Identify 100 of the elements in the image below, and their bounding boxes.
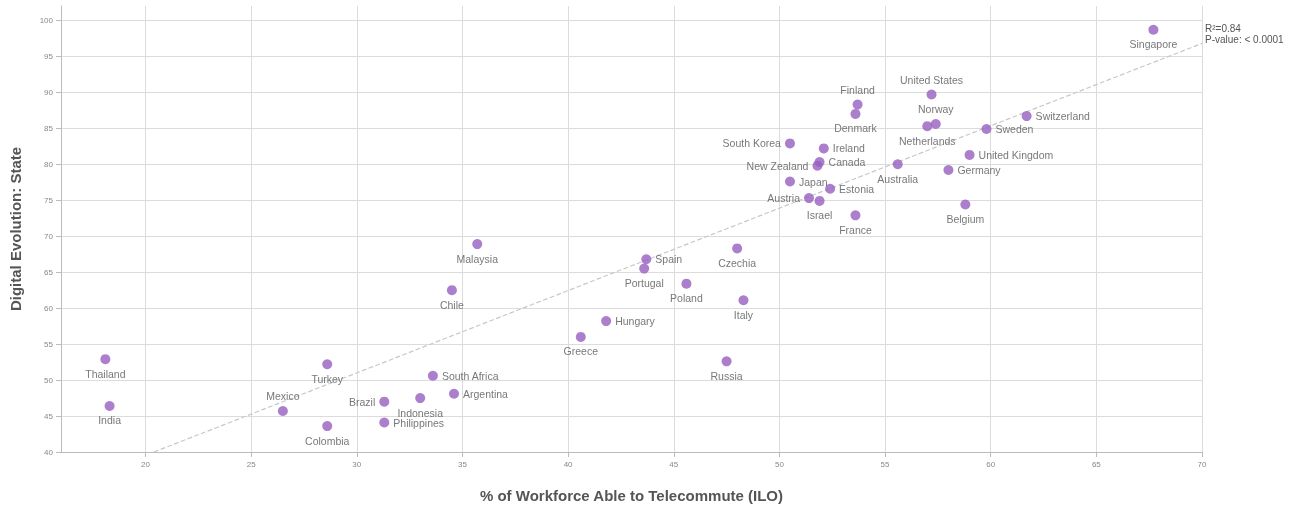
data-label: Chile (439, 298, 465, 311)
y-tick-label: 50 (44, 375, 54, 385)
point (818, 143, 829, 154)
point (322, 359, 333, 370)
y-tick-label: 95 (44, 51, 54, 61)
x-axis-title: % of Workforce Able to Telecommute (ILO) (479, 487, 784, 504)
y-tick-label: 65 (44, 267, 54, 277)
point (379, 417, 390, 428)
point (277, 406, 288, 416)
point (575, 331, 586, 342)
point (732, 243, 743, 254)
point (1021, 111, 1032, 122)
data-label: Poland (670, 292, 703, 305)
point (852, 99, 863, 110)
x-tick-label: 60 (986, 459, 996, 469)
point (825, 183, 836, 194)
point (379, 396, 390, 407)
x-tick-label: 40 (563, 459, 574, 469)
data-label: Ireland (832, 142, 866, 155)
data-label: Canada (828, 156, 866, 169)
data-label: United States (900, 73, 964, 86)
y-tick-label: 70 (44, 231, 54, 241)
data-label: France (839, 223, 872, 236)
data-label: Italy (733, 308, 754, 321)
annotation: P-value: < 0.0001 (1205, 33, 1285, 45)
data-label: Sweden (995, 123, 1034, 136)
point (427, 370, 438, 381)
data-label: Spain (655, 253, 683, 266)
data-label: Netherlands (899, 134, 956, 147)
annotation: R²=0.84 (1205, 22, 1242, 34)
y-tick-label: 75 (44, 195, 54, 205)
data-label: Thailand (85, 367, 126, 380)
data-label: Germany (957, 164, 1002, 177)
point (964, 149, 975, 160)
y-tick-label: 85 (44, 123, 54, 133)
point (892, 159, 903, 170)
point (449, 388, 460, 399)
x-tick-label: 55 (880, 459, 891, 469)
data-label: Switzerland (1035, 110, 1091, 123)
y-tick-label: 55 (44, 339, 54, 349)
y-tick-label: 80 (44, 159, 54, 169)
data-label: Brazil (349, 395, 376, 408)
data-label: Hungary (615, 315, 656, 328)
point (472, 239, 483, 250)
data-label: Belgium (946, 213, 985, 226)
point (104, 400, 115, 411)
data-label: Indonesia (397, 406, 444, 419)
x-tick-label: 70 (1197, 459, 1207, 469)
point (446, 285, 457, 296)
data-label: Turkey (311, 372, 344, 385)
data-label: Australia (877, 172, 919, 185)
data-label: India (98, 414, 122, 427)
data-label: Malaysia (456, 252, 499, 265)
data-label: South Korea (722, 137, 782, 150)
point (960, 199, 971, 210)
point (804, 193, 814, 204)
x-tick-label: 65 (1091, 459, 1102, 469)
point (784, 176, 795, 187)
y-tick-label: 100 (39, 15, 54, 25)
point (981, 124, 992, 135)
point (738, 295, 749, 306)
point (926, 89, 937, 100)
data-label: Greece (563, 345, 599, 358)
data-label: Colombia (305, 434, 350, 447)
y-tick-label: 60 (44, 303, 54, 313)
data-label: Mexico (266, 390, 300, 403)
point (814, 195, 825, 206)
data-label: New Zealand (746, 159, 809, 172)
point (850, 210, 861, 221)
point (641, 254, 652, 265)
y-axis-title: Digital Evolution: State (7, 146, 24, 312)
data-label: Norway (917, 103, 955, 116)
x-tick-label: 35 (458, 459, 468, 469)
data-label: Argentina (463, 387, 509, 400)
x-tick-label: 20 (141, 459, 151, 469)
point (721, 356, 732, 367)
data-label: Portugal (624, 277, 664, 290)
data-label: Singapore (1129, 38, 1178, 51)
data-label: Russia (710, 369, 743, 382)
data-label: South Africa (441, 369, 499, 382)
point (943, 165, 954, 176)
point (1148, 24, 1159, 35)
point (639, 263, 650, 274)
y-tick-label: 45 (44, 411, 54, 421)
data-label: Czechia (718, 256, 757, 269)
data-label: Japan (798, 175, 828, 188)
data-label: Estonia (839, 182, 875, 195)
point (100, 354, 111, 365)
x-tick-label: 25 (246, 459, 257, 469)
point (930, 118, 941, 129)
point (415, 393, 426, 404)
data-label: Denmark (834, 122, 878, 135)
point (681, 278, 692, 289)
x-tick-label: 50 (774, 459, 785, 469)
point (601, 316, 612, 327)
point (784, 138, 795, 149)
point (850, 108, 861, 119)
x-tick-label: 45 (669, 459, 679, 469)
data-label: Philippines (393, 416, 445, 429)
point (922, 121, 933, 132)
